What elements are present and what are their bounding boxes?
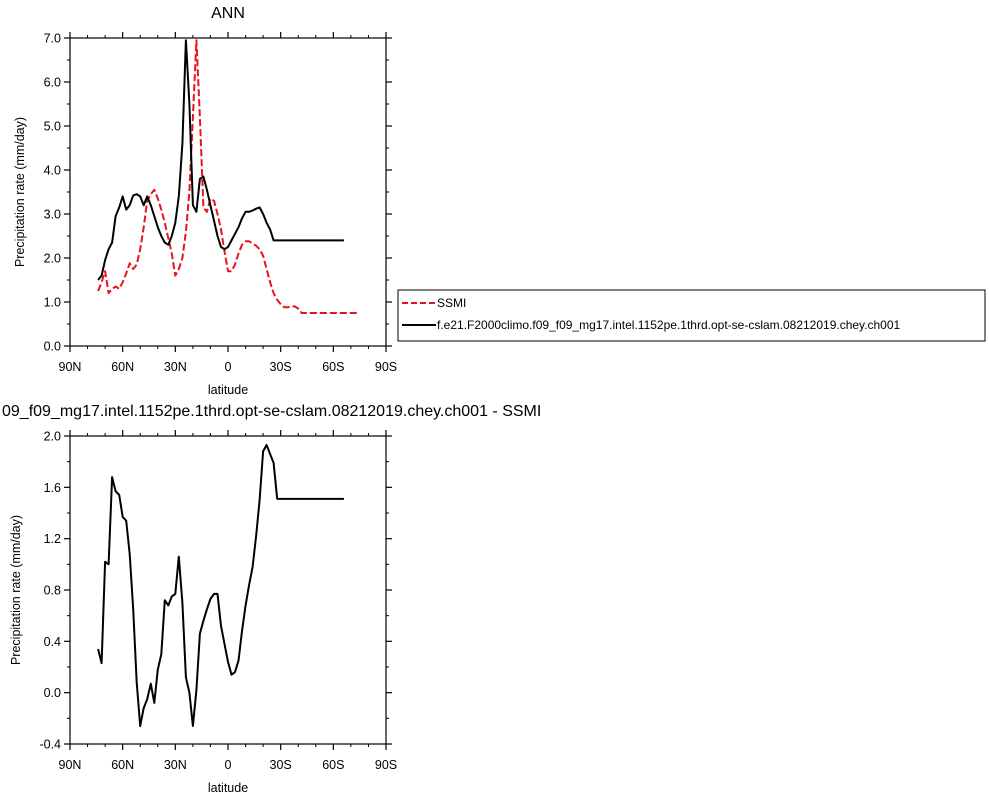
top-y-tick-label: 6.0	[44, 76, 61, 90]
top-y-tick-label: 2.0	[44, 252, 61, 266]
bottom-series-line-0	[97, 444, 344, 727]
top-plot-frame	[69, 37, 387, 347]
bottom-y-axis-label: Precipitation rate (mm/day)	[9, 515, 23, 665]
bottom-x-tick-label: 60S	[322, 758, 344, 772]
top-axis-ticks: 90N 60N 30N 0 30S 60S 90S 0.0 1.0 2.0 3.0 4.0 5.0 6.0…	[44, 32, 398, 375]
bottom-y-tick-label: 0.8	[44, 584, 61, 598]
top-x-tick-label: 90N	[59, 360, 82, 374]
bottom-y-tick-label: 1.2	[44, 532, 61, 546]
legend-box	[397, 289, 986, 342]
bottom-x-axis-label: latitude	[208, 781, 248, 795]
bottom-axis-ticks: 90N 60N 30N 0 30S 60S 90S -0.4 0.0 0.4 0.8 1.2 1.6 2.…	[39, 430, 397, 773]
top-x-axis-label: latitude	[208, 383, 248, 397]
top-y-tick-label: 5.0	[44, 120, 61, 134]
top-y-axis-label: Precipitation rate (mm/day)	[13, 117, 27, 267]
bottom-x-tick-label: 0	[225, 758, 232, 772]
top-y-tick-label: 0.0	[44, 340, 61, 354]
top-y-tick-label: 3.0	[44, 208, 61, 222]
bottom-panel: 09_f09_mg17.intel.1152pe.1thrd.opt-se-cs…	[2, 403, 541, 795]
top-series-group	[97, 39, 358, 314]
bottom-y-tick-label: 0.0	[44, 686, 61, 700]
top-x-tick-label: 60N	[111, 360, 134, 374]
bottom-y-tick-label: 0.4	[44, 635, 61, 649]
top-y-tick-label: 1.0	[44, 296, 61, 310]
bottom-x-tick-label: 30N	[164, 758, 187, 772]
bottom-x-tick-label: 90N	[59, 758, 82, 772]
legend-label-ssmi: SSMI	[437, 296, 466, 310]
bottom-x-tick-label: 30S	[270, 758, 292, 772]
bottom-y-tick-label: -0.4	[39, 738, 61, 752]
top-x-tick-label: 0	[225, 360, 232, 374]
legend-label-model: f.e21.F2000climo.f09_f09_mg17.intel.1152…	[437, 318, 901, 332]
top-y-tick-label: 7.0	[44, 32, 61, 46]
top-panel: ANN 90N 60N 30N 0 30S 60S 90S 0.0 1.0 2.0 3.0 4.0 5.…	[13, 5, 397, 397]
bottom-y-tick-label: 2.0	[44, 430, 61, 444]
top-x-tick-label: 60S	[322, 360, 344, 374]
bottom-x-tick-label: 60N	[111, 758, 134, 772]
bottom-plot-frame	[69, 435, 387, 745]
top-x-tick-label: 30N	[164, 360, 187, 374]
bottom-x-tick-label: 90S	[375, 758, 397, 772]
top-chart-title: ANN	[211, 5, 245, 22]
top-x-tick-label: 30S	[270, 360, 292, 374]
top-series-line-1	[97, 39, 344, 281]
bottom-y-tick-label: 1.6	[44, 481, 61, 495]
bottom-chart-title: 09_f09_mg17.intel.1152pe.1thrd.opt-se-cs…	[2, 403, 541, 420]
bottom-series-group	[97, 444, 344, 727]
legend: SSMI f.e21.F2000climo.f09_f09_mg17.intel…	[397, 289, 986, 342]
top-x-tick-label: 90S	[375, 360, 397, 374]
top-y-tick-label: 4.0	[44, 164, 61, 178]
top-series-line-0	[97, 39, 358, 314]
